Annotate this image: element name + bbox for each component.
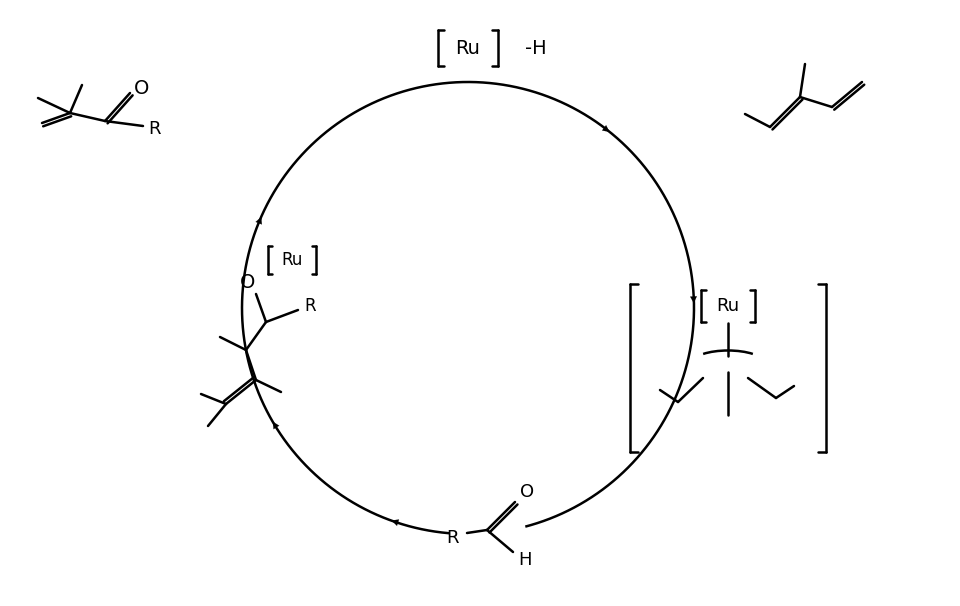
Text: R: R [445, 529, 458, 547]
Text: R: R [149, 120, 161, 138]
Text: O: O [134, 79, 150, 98]
Text: O: O [240, 273, 255, 291]
Text: O: O [520, 483, 534, 501]
Text: R: R [304, 297, 316, 315]
Text: Ru: Ru [281, 251, 302, 269]
Text: Ru: Ru [716, 297, 739, 315]
Text: -H: -H [525, 39, 547, 58]
Text: H: H [518, 551, 532, 569]
Text: Ru: Ru [456, 39, 480, 58]
